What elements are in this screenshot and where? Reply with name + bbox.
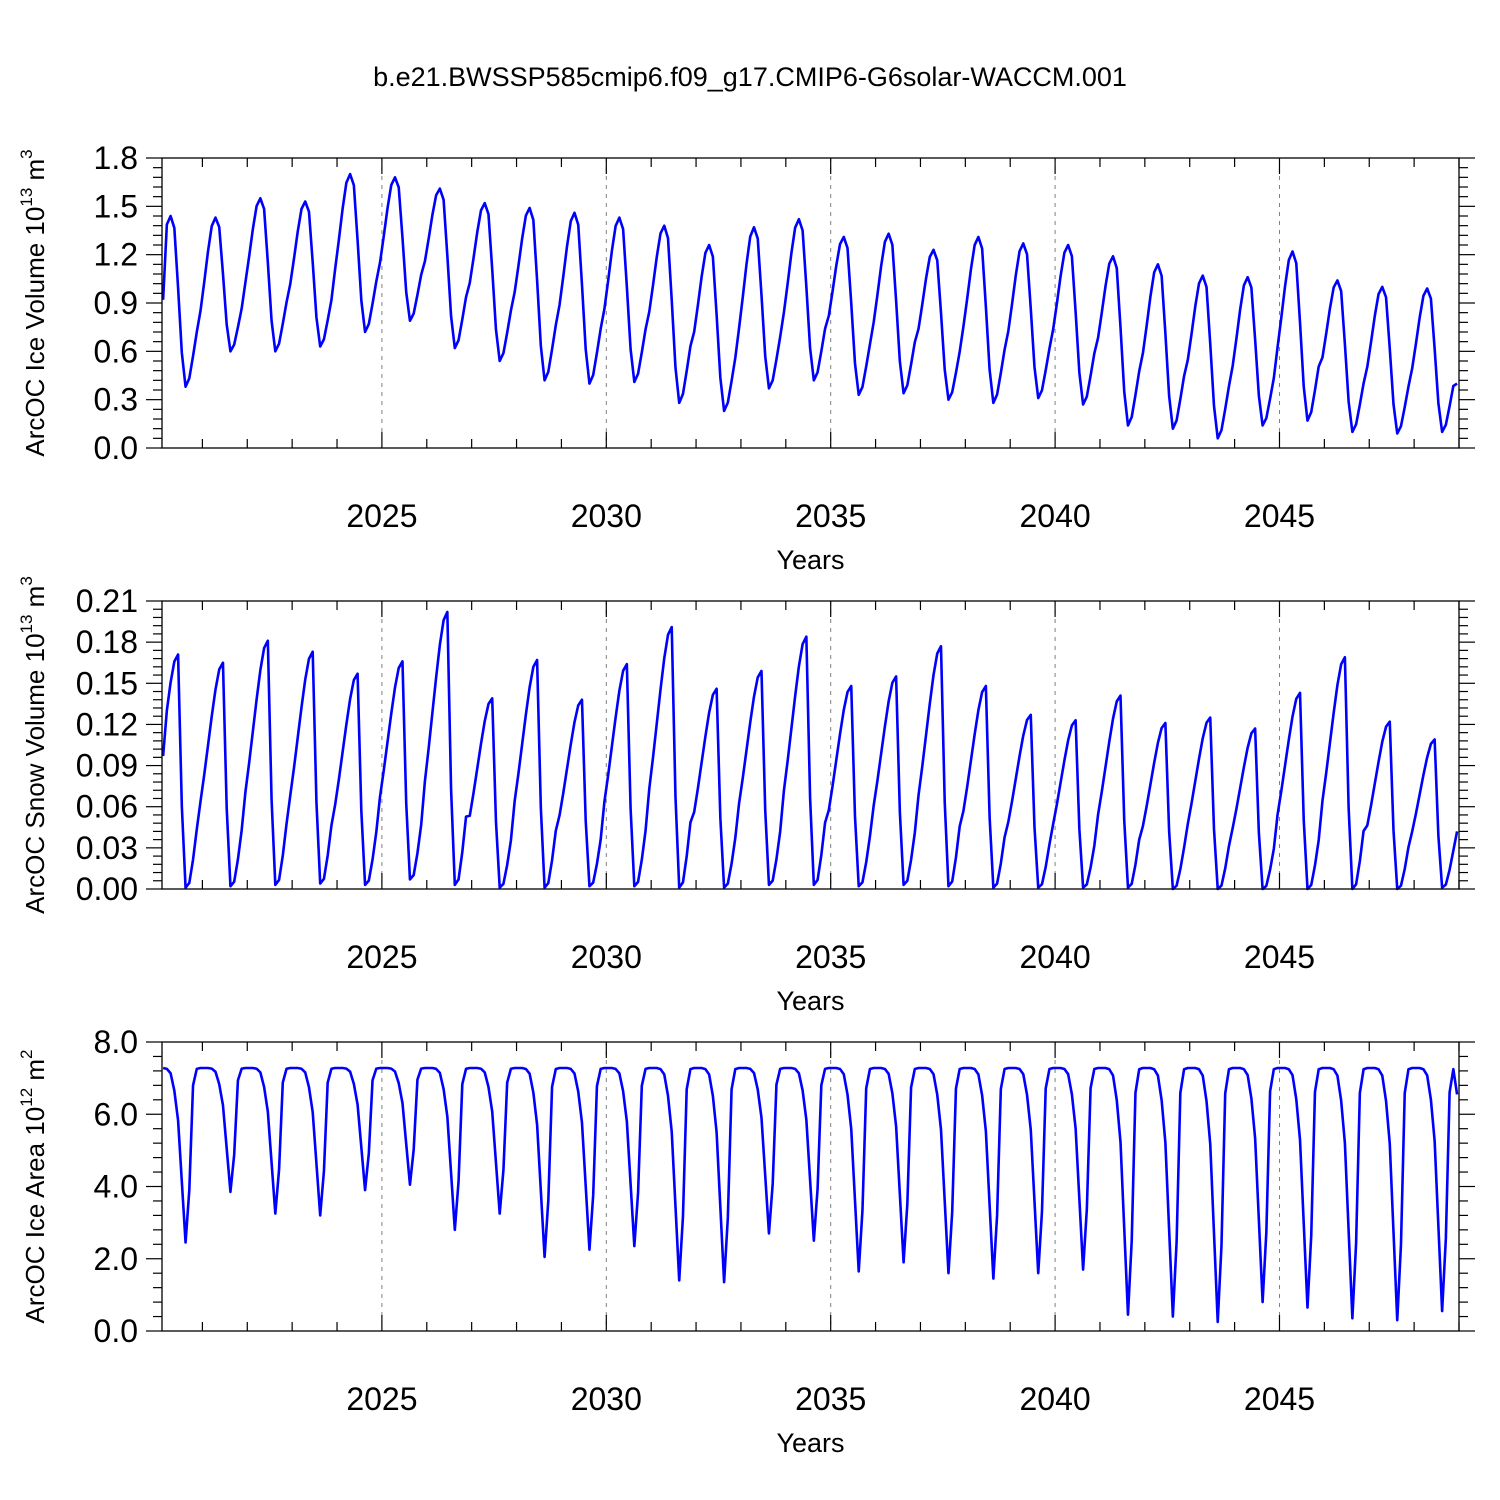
x-axis-label: Years — [776, 545, 844, 575]
y-tick-label: 0.3 — [94, 382, 138, 418]
y-tick-label: 1.8 — [94, 140, 138, 176]
data-series-line — [161, 172, 1458, 440]
x-tick-label: 2040 — [1019, 1381, 1090, 1417]
plot-frame — [161, 1041, 1460, 1332]
y-tick-label: 2.0 — [94, 1241, 138, 1277]
y-tick-label: 0.0 — [94, 1313, 138, 1349]
x-tick-label: 2035 — [795, 939, 866, 975]
x-tick-label: 2040 — [1019, 939, 1090, 975]
ice-area-panel: 0.0 2.0 4.0 6.0 8.0 2025 2030 2035 2040 2045 Years… — [17, 1024, 1475, 1458]
chart-title: b.e21.BWSSP585cmip6.f09_g17.CMIP6-G6sola… — [373, 62, 1127, 92]
y-axis-label: ArcOC Ice Volume 1013 m3 — [17, 149, 50, 456]
y-tick-label: 0.09 — [76, 748, 138, 784]
y-tick-label: 0.6 — [94, 333, 138, 369]
y-tick-label: 0.9 — [94, 285, 138, 321]
plot-frame — [161, 600, 1460, 890]
x-tick-label: 2025 — [346, 939, 417, 975]
x-tick-label: 2030 — [571, 498, 642, 534]
x-tick-label: 2030 — [571, 939, 642, 975]
y-tick-label: 0.15 — [76, 665, 138, 701]
snow-volume-panel: 0.00 0.03 0.06 0.09 0.12 0.15 0.18 0.21 2025 2030… — [17, 576, 1475, 1016]
ice-volume-panel: 0.0 0.3 0.6 0.9 1.2 1.5 1.8 2025 2030 2035 2040 204… — [17, 140, 1475, 575]
x-tick-label: 2040 — [1019, 498, 1090, 534]
y-tick-label: 4.0 — [94, 1169, 138, 1205]
plot-frame — [161, 157, 1460, 449]
x-tick-label: 2045 — [1244, 939, 1315, 975]
y-tick-label: 8.0 — [94, 1024, 138, 1060]
data-series-line — [161, 610, 1459, 891]
y-tick-label: 1.2 — [94, 237, 138, 273]
data-series-line — [162, 1066, 1459, 1324]
y-tick-label: 0.0 — [94, 430, 138, 466]
y-tick-label: 0.18 — [76, 624, 138, 660]
x-tick-label: 2025 — [346, 1381, 417, 1417]
x-tick-label: 2035 — [795, 498, 866, 534]
y-tick-label: 0.06 — [76, 789, 138, 825]
x-tick-label: 2045 — [1244, 498, 1315, 534]
y-tick-label: 6.0 — [94, 1096, 138, 1132]
x-tick-label: 2035 — [795, 1381, 866, 1417]
y-tick-label: 1.5 — [94, 188, 138, 224]
x-tick-label: 2030 — [571, 1381, 642, 1417]
y-tick-label: 0.21 — [76, 583, 138, 619]
x-axis-label: Years — [776, 986, 844, 1016]
y-tick-label: 0.03 — [76, 830, 138, 866]
x-tick-label: 2045 — [1244, 1381, 1315, 1417]
y-tick-label: 0.12 — [76, 706, 138, 742]
y-tick-label: 0.00 — [76, 871, 138, 907]
x-axis-label: Years — [776, 1428, 844, 1458]
x-tick-label: 2025 — [346, 498, 417, 534]
y-axis-label: ArcOC Snow Volume 1013 m3 — [17, 576, 50, 914]
y-axis-label: ArcOC Ice Area 1012 m2 — [17, 1049, 50, 1323]
